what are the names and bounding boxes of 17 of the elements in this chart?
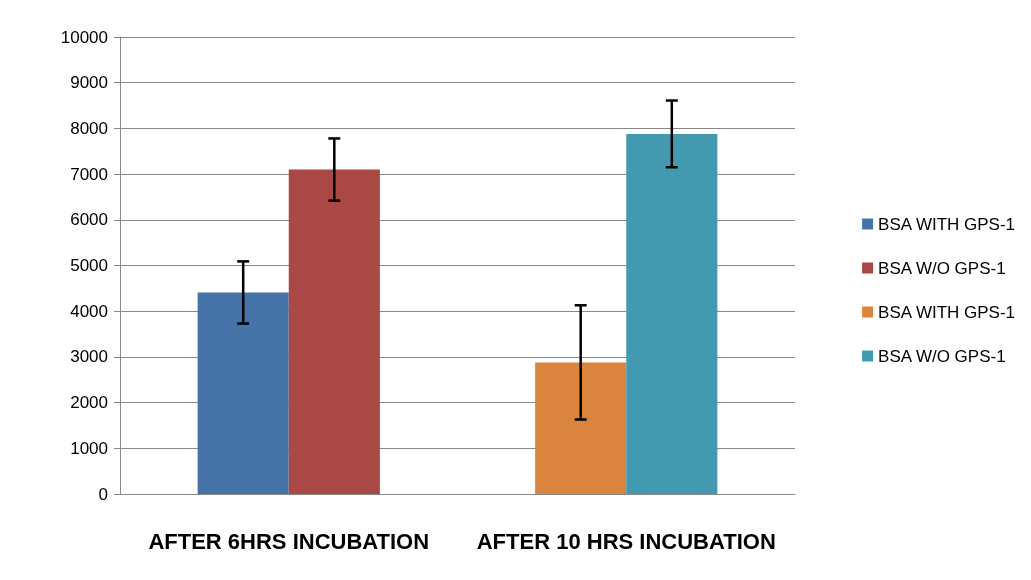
y-tick-label: 7000 [70,164,108,184]
y-tick-label: 4000 [70,301,108,321]
y-tick-label: 9000 [70,73,108,93]
y-tick-label: 1000 [70,438,108,458]
x-tick-label: AFTER 10 HRS INCUBATION [476,528,776,554]
y-tick-label: 5000 [70,256,108,275]
legend-label: BSA W/O GPS-1 [878,346,1006,366]
legend-label: BSA W/O GPS-1 [878,258,1006,278]
y-tick-label: 3000 [70,347,108,367]
legend-label: BSA WITH GPS-1 [878,302,1016,322]
x-tick-label: AFTER 6HRS INCUBATION [148,528,430,554]
y-tick-label: 2000 [70,393,108,413]
legend-label: BSA WITH GPS-1 [878,214,1016,234]
y-tick-label: 8000 [70,118,108,138]
y-tick-label: 6000 [70,210,108,230]
y-tick-label: 10000 [60,27,108,47]
y-tick-label: 0 [98,484,108,504]
